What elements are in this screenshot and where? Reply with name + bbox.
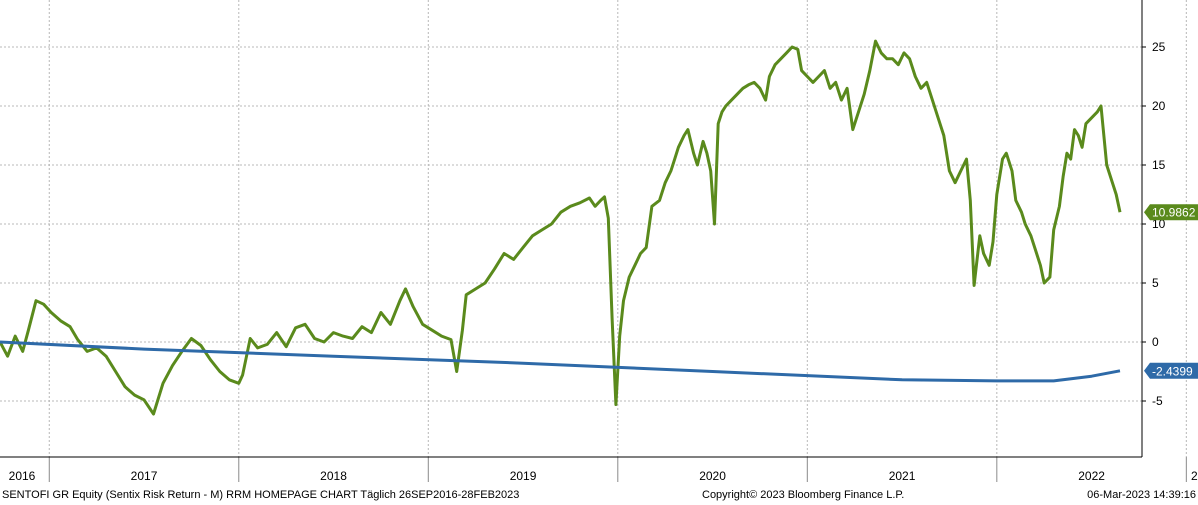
- series-line-2: [0, 340, 1121, 383]
- line-chart: 25 20 15 10 5 0 -5 2016 2017 2018 2019 2020 2021 202…: [0, 0, 1198, 483]
- last-value-badge: [1144, 362, 1198, 379]
- last-value-label: 10.9862: [1152, 206, 1196, 220]
- y-tick-label: 0: [1152, 335, 1159, 349]
- x-tick-label: 2016: [9, 469, 36, 483]
- x-tick-label: 2023: [1191, 469, 1198, 483]
- x-tick-label: 2022: [1078, 469, 1105, 483]
- value-labels: 10.9862 -2.4399: [1144, 204, 1198, 379]
- y-tick-label: 10: [1152, 217, 1166, 231]
- x-tick-label: 2021: [889, 469, 916, 483]
- footer-timestamp: 06-Mar-2023 14:39:16: [1087, 489, 1196, 501]
- series-layer: [0, 39, 1122, 416]
- footer-description: SENTOFI GR Equity (Sentix Risk Return - …: [2, 489, 520, 501]
- x-axis: 2016 2017 2018 2019 2020 2021 2022 2023: [0, 456, 1198, 483]
- last-value-badge: [1144, 204, 1198, 221]
- x-tick-label: 2017: [131, 469, 158, 483]
- x-tick-label: 2018: [320, 469, 347, 483]
- y-axis: 25 20 15 10 5 0 -5: [1141, 0, 1166, 457]
- y-tick-label: 20: [1152, 99, 1166, 113]
- grid: [0, 0, 1187, 457]
- footer-copyright: Copyright© 2023 Bloomberg Finance L.P.: [702, 489, 905, 501]
- y-tick-label: -5: [1152, 394, 1163, 408]
- y-tick-label: 5: [1152, 276, 1159, 290]
- x-tick-label: 2019: [510, 469, 537, 483]
- y-tick-label: 25: [1152, 40, 1166, 54]
- x-tick-label: 2020: [699, 469, 726, 483]
- series-line-1: [0, 39, 1122, 416]
- last-value-label: -2.4399: [1152, 364, 1193, 378]
- y-tick-label: 15: [1152, 158, 1166, 172]
